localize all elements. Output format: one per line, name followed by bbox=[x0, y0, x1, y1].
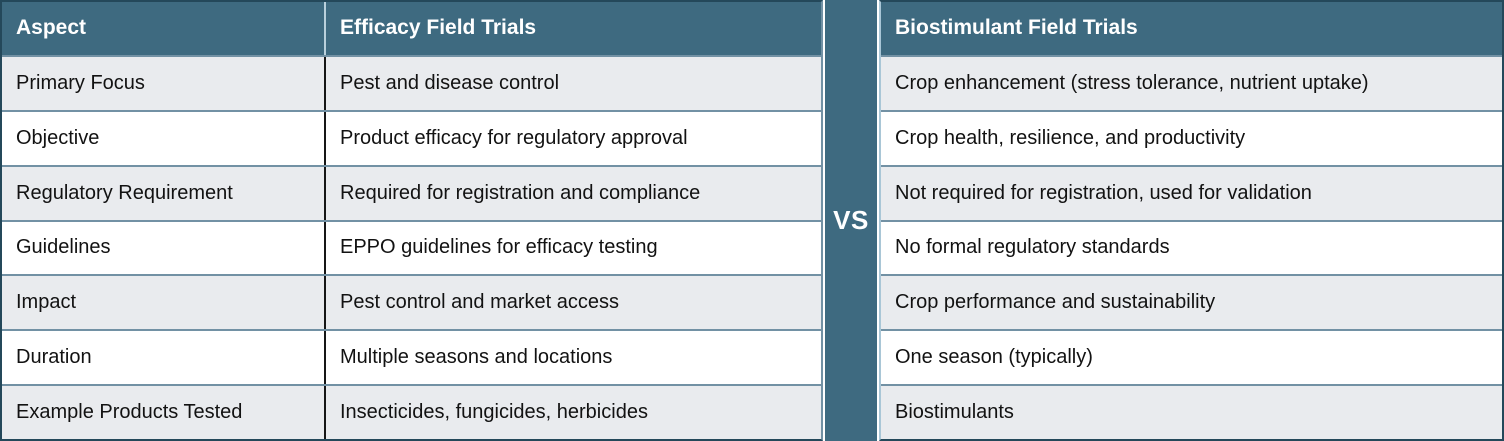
table-row: Biostimulants bbox=[881, 384, 1502, 439]
table-row: Crop enhancement (stress tolerance, nutr… bbox=[881, 54, 1502, 110]
value-cell: No formal regulatory standards bbox=[895, 236, 1170, 259]
table-row: Example Products Tested Insecticides, fu… bbox=[2, 384, 821, 439]
biostimulant-table: Biostimulant Field Trials Crop enhanceme… bbox=[879, 0, 1504, 441]
table-row: Guidelines EPPO guidelines for efficacy … bbox=[2, 219, 821, 275]
table-row: Objective Product efficacy for regulator… bbox=[2, 109, 821, 165]
column-header-efficacy: Efficacy Field Trials bbox=[324, 2, 821, 55]
table-row: Regulatory Requirement Required for regi… bbox=[2, 164, 821, 220]
aspect-cell: Example Products Tested bbox=[16, 401, 243, 424]
biostimulant-header-row: Biostimulant Field Trials bbox=[881, 2, 1502, 55]
efficacy-header-row: Aspect Efficacy Field Trials bbox=[2, 2, 821, 55]
value-cell: Required for registration and compliance bbox=[324, 166, 821, 220]
value-cell: One season (typically) bbox=[895, 346, 1093, 369]
value-cell: Insecticides, fungicides, herbicides bbox=[324, 386, 821, 439]
value-cell: Not required for registration, used for … bbox=[895, 181, 1312, 204]
table-row: One season (typically) bbox=[881, 329, 1502, 385]
value-cell: Biostimulants bbox=[895, 401, 1014, 424]
table-row: Impact Pest control and market access bbox=[2, 274, 821, 330]
value-cell: Pest control and market access bbox=[324, 276, 821, 330]
table-row: Duration Multiple seasons and locations bbox=[2, 329, 821, 385]
aspect-cell: Duration bbox=[16, 346, 92, 369]
aspect-cell: Impact bbox=[16, 291, 77, 314]
aspect-cell: Objective bbox=[16, 126, 100, 149]
vs-label: VS bbox=[833, 205, 869, 235]
table-row: Primary Focus Pest and disease control bbox=[2, 54, 821, 110]
column-header-biostimulant: Biostimulant Field Trials bbox=[895, 16, 1138, 40]
aspect-cell: Primary Focus bbox=[16, 71, 145, 94]
value-cell: Crop performance and sustainability bbox=[895, 291, 1216, 314]
table-row: No formal regulatory standards bbox=[881, 219, 1502, 275]
value-cell: Crop enhancement (stress tolerance, nutr… bbox=[895, 71, 1369, 94]
table-row: Not required for registration, used for … bbox=[881, 164, 1502, 220]
table-row: Crop health, resilience, and productivit… bbox=[881, 109, 1502, 165]
efficacy-table: Aspect Efficacy Field Trials Primary Foc… bbox=[0, 0, 823, 441]
column-header-aspect: Aspect bbox=[16, 16, 87, 40]
aspect-cell: Guidelines bbox=[16, 236, 111, 259]
vs-divider: VS bbox=[825, 0, 877, 441]
aspect-cell: Regulatory Requirement bbox=[16, 181, 233, 204]
value-cell: Pest and disease control bbox=[324, 56, 821, 110]
value-cell: EPPO guidelines for efficacy testing bbox=[324, 221, 821, 275]
table-row: Crop performance and sustainability bbox=[881, 274, 1502, 330]
value-cell: Multiple seasons and locations bbox=[324, 331, 821, 385]
value-cell: Crop health, resilience, and productivit… bbox=[895, 126, 1246, 149]
value-cell: Product efficacy for regulatory approval bbox=[324, 111, 821, 165]
